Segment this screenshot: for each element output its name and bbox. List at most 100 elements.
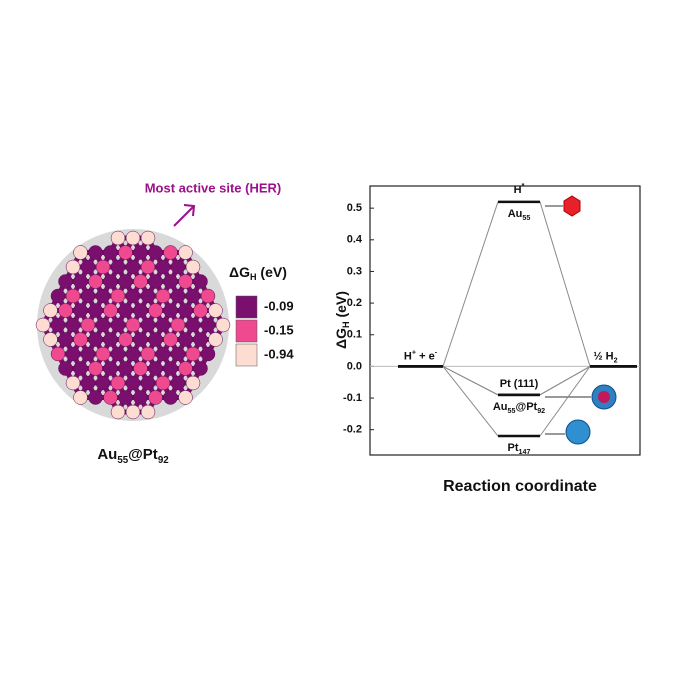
atom — [88, 274, 103, 289]
level-label-part: Au — [508, 208, 523, 220]
atom — [50, 346, 66, 362]
atom — [125, 404, 141, 420]
state-label-part: - — [435, 348, 438, 356]
atom — [58, 332, 73, 347]
atom — [140, 346, 156, 362]
atom — [103, 390, 118, 405]
atom — [50, 317, 66, 333]
atom — [110, 259, 126, 275]
atom — [110, 375, 126, 391]
atom — [133, 303, 148, 318]
atom — [103, 274, 118, 289]
connector — [442, 201, 499, 367]
atom — [208, 332, 223, 347]
level-label-part: 55 — [508, 407, 516, 415]
atom — [185, 375, 201, 391]
cluster-label-part: 92 — [158, 455, 169, 466]
atom — [193, 303, 208, 318]
atom — [155, 259, 171, 275]
atom — [140, 288, 156, 304]
atom — [178, 361, 193, 376]
connector — [442, 365, 499, 396]
atom — [125, 346, 141, 362]
cluster-label-part: 55 — [117, 455, 128, 466]
state-label-part: * — [522, 182, 525, 190]
atom — [118, 274, 133, 289]
atom — [110, 346, 126, 362]
legend-title-part: (eV) — [257, 264, 287, 280]
atom — [140, 259, 156, 275]
state-label-part: + — [412, 348, 416, 356]
atom — [148, 274, 163, 289]
atom — [95, 346, 111, 362]
cluster-label-part: Au — [97, 446, 117, 463]
atom — [110, 317, 126, 333]
y-axis-label-part: ΔG — [333, 328, 349, 349]
atom — [110, 404, 126, 420]
atom — [95, 259, 111, 275]
atom — [178, 274, 193, 289]
atom — [103, 303, 118, 318]
state-label-part: H — [514, 184, 522, 196]
level-label: Au55@Pt92 — [493, 401, 545, 415]
legend-title-part: H — [250, 272, 257, 282]
atom — [65, 375, 81, 391]
atom — [133, 361, 148, 376]
atom — [73, 361, 88, 376]
state-label: H+ + e- — [404, 348, 438, 362]
atom — [118, 361, 133, 376]
atom — [163, 274, 178, 289]
atom — [215, 317, 231, 333]
atom — [43, 303, 58, 318]
state-label: ½ H2 — [593, 350, 617, 364]
atom — [88, 245, 103, 260]
atom — [43, 332, 58, 347]
atom — [110, 230, 126, 246]
atom — [50, 288, 66, 304]
atom — [170, 259, 186, 275]
atom — [58, 361, 73, 376]
atom — [155, 375, 171, 391]
atom — [103, 361, 118, 376]
legend-label: -0.09 — [264, 298, 294, 313]
state-label-part: + e — [416, 350, 435, 362]
atom — [80, 375, 96, 391]
legend-label: -0.15 — [264, 322, 294, 337]
level-label: Pt (111) — [500, 378, 539, 390]
au55-icon — [563, 195, 581, 217]
y-tick-label: 0.0 — [347, 360, 362, 372]
pt147-icon — [565, 419, 591, 445]
atom — [163, 332, 178, 347]
atom — [73, 390, 88, 405]
y-tick-label: 0.1 — [347, 329, 362, 341]
level-label-part: 55 — [522, 214, 530, 222]
legend-label: -0.94 — [264, 346, 294, 361]
atom — [88, 303, 103, 318]
state-label-part: 2 — [614, 356, 618, 364]
legend-swatch — [235, 295, 258, 319]
legend-title: ΔGH (eV) — [229, 264, 287, 283]
connector — [539, 201, 591, 367]
cluster-illustration — [35, 229, 231, 421]
level-label: Au55 — [508, 208, 531, 222]
atom — [73, 245, 88, 260]
level-label-part: Pt (111) — [500, 378, 539, 390]
atom — [155, 346, 171, 362]
atom — [178, 390, 193, 405]
atom — [163, 390, 178, 405]
annotation-arrow — [173, 206, 194, 227]
atom — [103, 332, 118, 347]
atom — [125, 288, 141, 304]
atom — [148, 303, 163, 318]
connector — [539, 366, 591, 437]
atom — [58, 303, 73, 318]
atom — [35, 317, 51, 333]
atom — [95, 317, 111, 333]
annotation-arrow-head — [183, 204, 196, 217]
atom — [65, 346, 81, 362]
atom — [170, 375, 186, 391]
y-axis-label-part: (eV) — [333, 291, 349, 321]
state-label: H* — [514, 182, 525, 196]
legend-title-part: ΔG — [229, 264, 250, 280]
